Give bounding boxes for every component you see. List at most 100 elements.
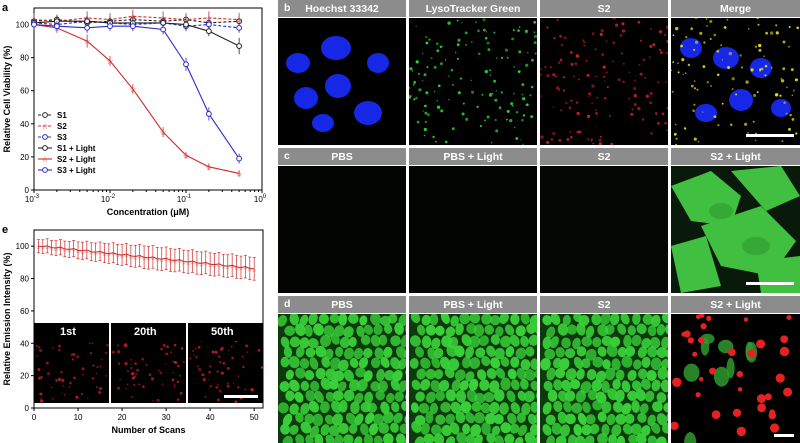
- series-line: [33, 19, 240, 24]
- y-tick-label: 0: [25, 404, 30, 413]
- data-point: ☆: [168, 258, 173, 265]
- data-point: [31, 21, 37, 28]
- data-point: ☆: [243, 265, 248, 272]
- x-tick-label: 10-3: [25, 194, 40, 204]
- series-line: [33, 20, 240, 29]
- panel-d-letter: d: [284, 298, 291, 310]
- data-point: [183, 21, 189, 28]
- panel-d-label-pbs: PBS: [331, 298, 353, 311]
- data-point: ☆: [203, 260, 208, 267]
- panel-b-label-hoechst: Hoechst 33342: [305, 2, 379, 15]
- data-point: ☆: [36, 244, 41, 251]
- x-tick-label: 40: [206, 413, 215, 422]
- legend-marker: [42, 167, 48, 173]
- y-tick-label: 40: [20, 120, 29, 129]
- panel-b-header-4: Merge: [671, 0, 800, 17]
- inset-label-50th: 50th: [211, 326, 234, 338]
- data-point: ☆: [182, 151, 189, 160]
- inset-image-1st: 1st: [34, 323, 109, 403]
- data-point: ☆: [84, 37, 91, 46]
- panel-c: c PBS PBS + Light S2 S2 + Light: [278, 148, 800, 293]
- s2-image: [540, 18, 668, 145]
- data-point: [107, 23, 113, 30]
- y-tick-label: 60: [20, 307, 29, 316]
- data-point: [53, 23, 60, 30]
- panel-c-header-4: S2 + Light: [671, 148, 800, 165]
- y-tick-label: 60: [20, 87, 29, 96]
- data-point: ☆: [212, 263, 217, 270]
- inset-separator: [186, 323, 188, 403]
- data-point: ☆: [238, 265, 243, 272]
- panel-e-inset: 1st 20th 50th: [34, 323, 263, 403]
- data-point: [84, 24, 91, 31]
- data-point: ☆: [247, 266, 252, 273]
- data-point: ☆: [119, 253, 124, 260]
- data-point: ☆: [111, 251, 116, 258]
- data-point: ☆: [159, 257, 164, 264]
- data-point: ☆: [141, 255, 146, 262]
- legend-marker: [42, 145, 48, 151]
- s2-light-image: [671, 314, 800, 443]
- data-point: ☆: [67, 247, 72, 254]
- data-point: ☆: [207, 262, 212, 269]
- panel-c-letter: c: [284, 150, 290, 162]
- data-point: ☆: [133, 254, 138, 261]
- data-point: ☆: [146, 256, 151, 263]
- hoechst-image: [278, 18, 406, 145]
- data-point: ☆: [216, 262, 221, 269]
- data-point: ☆: [75, 248, 80, 255]
- panel-b: b Hoechst 33342 LysoTracker Green S2 Merg…: [278, 0, 800, 145]
- y-tick-label: 100: [16, 242, 30, 251]
- data-point: ☆: [190, 259, 195, 266]
- panel-c-label-pbs: PBS: [331, 150, 353, 163]
- legend-label: S1 + Light: [57, 144, 96, 153]
- scale-bar: [224, 395, 258, 398]
- panel-d-header-1: d PBS: [278, 296, 406, 313]
- plot-frame: [33, 229, 264, 409]
- merge-image: [671, 18, 800, 145]
- data-point: ☆: [129, 85, 136, 94]
- inset-label-1st: 1st: [60, 326, 76, 338]
- data-point: ☆: [45, 244, 50, 251]
- panel-a-letter: a: [2, 2, 9, 14]
- data-point: ☆: [49, 246, 54, 253]
- data-point: ☆: [40, 245, 45, 252]
- y-tick-label: 100: [16, 21, 30, 30]
- panel-c-header-2: PBS + Light: [409, 148, 537, 165]
- data-point: ☆: [185, 260, 190, 267]
- series-line: [33, 15, 240, 22]
- inset-separator: [109, 323, 111, 403]
- data-point: ☆: [124, 252, 129, 259]
- data-point: ☆: [234, 265, 239, 272]
- panel-d-label-s2: S2: [597, 298, 611, 311]
- data-point: ☆: [194, 261, 199, 268]
- panel-c-label-s2-light: S2 + Light: [710, 150, 761, 163]
- data-point: ☆: [93, 250, 98, 257]
- y-tick-label: 20: [20, 153, 29, 162]
- data-point: ☆: [80, 249, 85, 256]
- panel-b-label-s2: S2: [597, 2, 611, 15]
- data-point: ☆: [137, 254, 142, 261]
- x-tick-label: 10: [74, 413, 83, 422]
- data-point: [129, 23, 136, 30]
- panel-b-header-1: b Hoechst 33342: [278, 0, 406, 17]
- panel-b-label-merge: Merge: [720, 2, 751, 15]
- y-tick-label: 0: [25, 186, 30, 195]
- panel-a-chart: a 0 20 40 60 80 100 10-3 10-2 10-1 100 Concentrati…: [2, 2, 267, 217]
- plot-frame: [33, 7, 263, 191]
- legend-label: S2 + Light: [57, 155, 96, 164]
- data-point: ☆: [115, 253, 120, 260]
- panel-d-header-4: S2 + Light: [671, 296, 800, 313]
- data-point: ☆: [155, 257, 160, 264]
- x-tick-label: 30: [162, 413, 171, 422]
- legend-label: S2: [57, 122, 67, 131]
- panel-d: d PBS PBS + Light S2 S2 + Light: [278, 296, 800, 443]
- data-point: [236, 43, 243, 49]
- data-point: [183, 61, 189, 68]
- inset-image-50th: 50th: [188, 323, 263, 403]
- data-point: ☆: [89, 250, 94, 257]
- data-point: ☆: [229, 263, 234, 270]
- s2-image: [540, 166, 668, 293]
- x-axis-label: Number of Scans: [111, 425, 185, 435]
- panel-c-label-pbs-light: PBS + Light: [443, 150, 503, 163]
